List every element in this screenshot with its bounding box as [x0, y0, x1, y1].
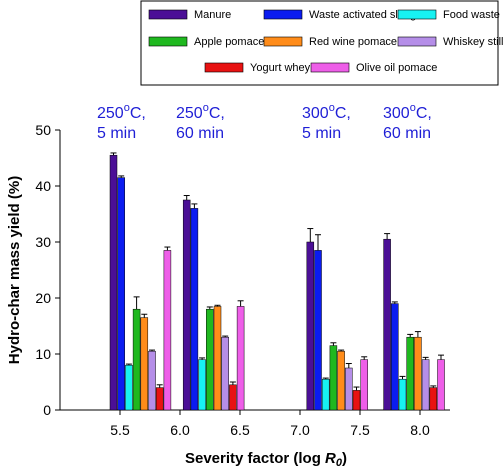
x-tick-label: 6.5 [230, 422, 250, 438]
condition-temperature: 250oC, [97, 102, 146, 122]
x-axis-label-var: R [325, 450, 336, 467]
bar [414, 336, 422, 411]
bar [190, 208, 199, 411]
legend-label: Apple pomace [194, 36, 264, 48]
bar [391, 303, 399, 411]
legend-swatch [397, 36, 437, 47]
bar [182, 199, 191, 411]
bar [437, 359, 445, 411]
legend: Manure Waste activated sludge Food waste Ap… [148, 9, 504, 74]
bar [163, 250, 172, 411]
legend-swatch [148, 36, 188, 47]
legend-label: Food waste [443, 9, 500, 21]
x-tick-label: 5.5 [110, 422, 130, 438]
x-tick-label: 8.0 [410, 422, 430, 438]
y-tick-label: 40 [35, 178, 51, 194]
condition-labels: 250oC, 5 min 250oC, 60 min 300oC, 5 min 300oC,… [97, 102, 432, 142]
bars [109, 152, 445, 411]
bar [155, 387, 164, 411]
bar [109, 154, 118, 411]
bar [421, 359, 430, 411]
x-axis-label-sub: 0 [336, 457, 343, 469]
bar [345, 367, 353, 411]
bar [236, 306, 245, 411]
bar [406, 336, 414, 411]
condition-time: 5 min [97, 125, 136, 142]
legend-swatch [263, 9, 303, 20]
x-tick-label: 7.5 [350, 422, 370, 438]
x-ticks: 5.5 6.0 6.5 7.0 7.5 8.0 [110, 410, 430, 438]
bar [198, 359, 206, 411]
legend-swatch [263, 36, 303, 47]
x-axis-label-close: ) [342, 450, 347, 467]
legend-label: Waste activated sludge [309, 9, 422, 21]
y-axis-label: Hydro-char mass yield (%) [6, 176, 23, 364]
x-tick-label: 6.0 [170, 422, 190, 438]
y-tick-label: 50 [35, 122, 51, 138]
y-ticks: 0 10 20 30 40 50 [35, 122, 60, 418]
bar [132, 308, 141, 411]
bar [306, 241, 315, 411]
bar [125, 364, 133, 411]
bar [221, 336, 229, 411]
condition-temperature: 300oC, [302, 102, 351, 122]
bar [337, 350, 345, 411]
legend-swatch [310, 62, 350, 73]
legend-swatch [204, 62, 244, 73]
bar [352, 390, 361, 411]
legend-label: Manure [194, 9, 231, 21]
condition-time: 60 min [176, 125, 224, 142]
y-tick-label: 0 [43, 402, 51, 418]
legend-swatch [148, 9, 188, 20]
bar [429, 387, 438, 411]
bar [213, 306, 222, 411]
legend-label: Yogurt whey [250, 62, 311, 74]
bar [321, 378, 330, 411]
y-tick-label: 10 [35, 346, 51, 362]
x-tick-label: 7.0 [290, 422, 310, 438]
bar [314, 250, 322, 411]
legend-label: Red wine pomace [309, 36, 397, 48]
legend-swatch [397, 9, 437, 20]
y-tick-label: 20 [35, 290, 51, 306]
bar [329, 345, 338, 411]
condition-temperature: 300oC, [383, 102, 432, 122]
legend-label: Whiskey stillage [443, 36, 504, 48]
bar [360, 359, 368, 411]
bar [148, 350, 156, 411]
y-tick-label: 30 [35, 234, 51, 250]
bar [383, 238, 391, 411]
bar [206, 308, 214, 411]
x-axis-label: Severity factor (log R0) [185, 450, 347, 469]
bar [229, 384, 237, 411]
bar [398, 378, 407, 411]
condition-time: 5 min [302, 125, 341, 142]
x-axis-label-main: Severity factor (log [185, 450, 325, 467]
bar [140, 317, 149, 411]
legend-label: Olive oil pomace [356, 62, 437, 74]
condition-temperature: 250oC, [176, 102, 225, 122]
condition-time: 60 min [383, 125, 431, 142]
bar [117, 177, 125, 411]
